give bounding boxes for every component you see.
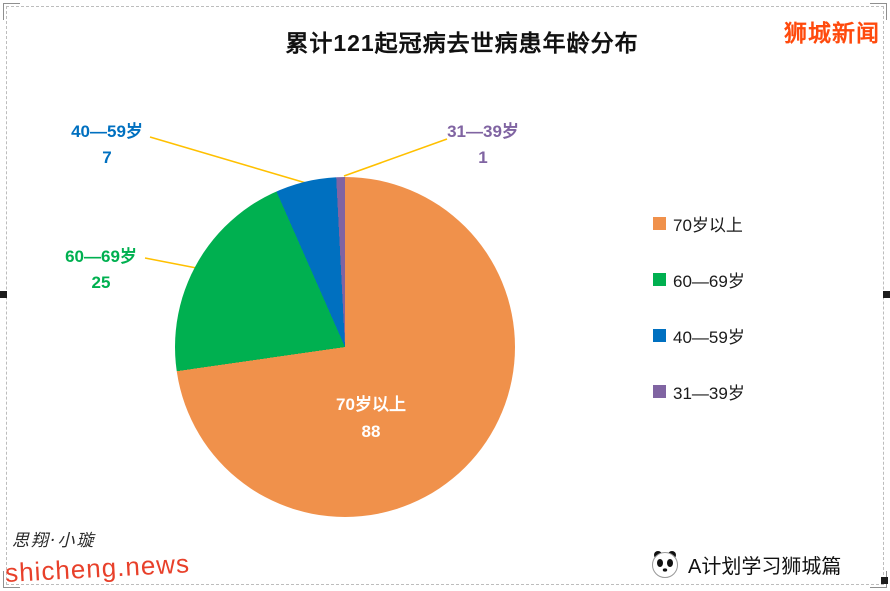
panda-icon xyxy=(652,551,678,578)
frame-corner-mark xyxy=(3,3,20,20)
data-label-category: 40—59岁 xyxy=(71,122,143,141)
legend: 70岁以上 60—69岁 40—59岁 31—39岁 xyxy=(653,212,745,436)
legend-label: 40—59岁 xyxy=(673,327,745,347)
chart-title: 累计121起冠病去世病患年龄分布 xyxy=(285,30,639,56)
data-label-60-69: 60—69岁 25 xyxy=(36,244,166,296)
legend-swatch-icon xyxy=(653,384,666,398)
brand-watermark: 狮城新闻 xyxy=(784,20,880,46)
selection-handle xyxy=(0,291,7,298)
legend-label: 60—69岁 xyxy=(673,271,745,291)
pie-chart xyxy=(175,177,515,517)
selection-handle xyxy=(881,577,888,584)
data-label-category: 31—39岁 xyxy=(447,122,519,141)
legend-item: 40—59岁 xyxy=(653,324,745,347)
legend-swatch-icon xyxy=(653,272,666,286)
credit-badge: A计划学习狮城篇 xyxy=(650,549,841,579)
leader-line xyxy=(149,136,307,184)
legend-swatch-icon xyxy=(653,216,666,230)
legend-item: 70岁以上 xyxy=(653,212,745,235)
legend-item: 31—39岁 xyxy=(653,380,745,403)
data-label-value: 88 xyxy=(361,422,381,441)
data-label-value: 7 xyxy=(102,148,112,167)
selection-handle xyxy=(883,291,890,298)
author-signature: 思翔·小璇 xyxy=(12,531,96,551)
data-label-category: 60—69岁 xyxy=(65,247,137,266)
data-label-value: 1 xyxy=(478,148,488,167)
data-label-40-59: 40—59岁 7 xyxy=(42,119,172,171)
data-label-value: 25 xyxy=(91,273,111,292)
site-watermark: shicheng.news xyxy=(4,548,191,589)
legend-item: 60—69岁 xyxy=(653,268,745,291)
data-label-70-plus: 70岁以上 88 xyxy=(306,391,436,445)
legend-swatch-icon xyxy=(653,328,666,342)
data-label-category: 70岁以上 xyxy=(336,395,406,414)
credit-text: A计划学习狮城篇 xyxy=(688,555,842,578)
data-label-31-39: 31—39岁 1 xyxy=(418,119,548,171)
legend-label: 31—39岁 xyxy=(673,383,745,403)
legend-label: 70岁以上 xyxy=(673,215,743,235)
